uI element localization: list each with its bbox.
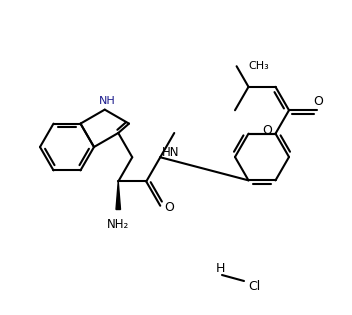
Polygon shape <box>116 181 120 209</box>
Text: HN: HN <box>162 146 179 159</box>
Text: NH: NH <box>99 96 116 106</box>
Text: O: O <box>313 95 323 108</box>
Text: CH₃: CH₃ <box>249 61 269 71</box>
Text: H: H <box>215 262 225 276</box>
Text: O: O <box>164 201 174 214</box>
Text: Cl: Cl <box>248 279 260 293</box>
Text: O: O <box>263 124 272 137</box>
Text: NH₂: NH₂ <box>107 219 130 232</box>
